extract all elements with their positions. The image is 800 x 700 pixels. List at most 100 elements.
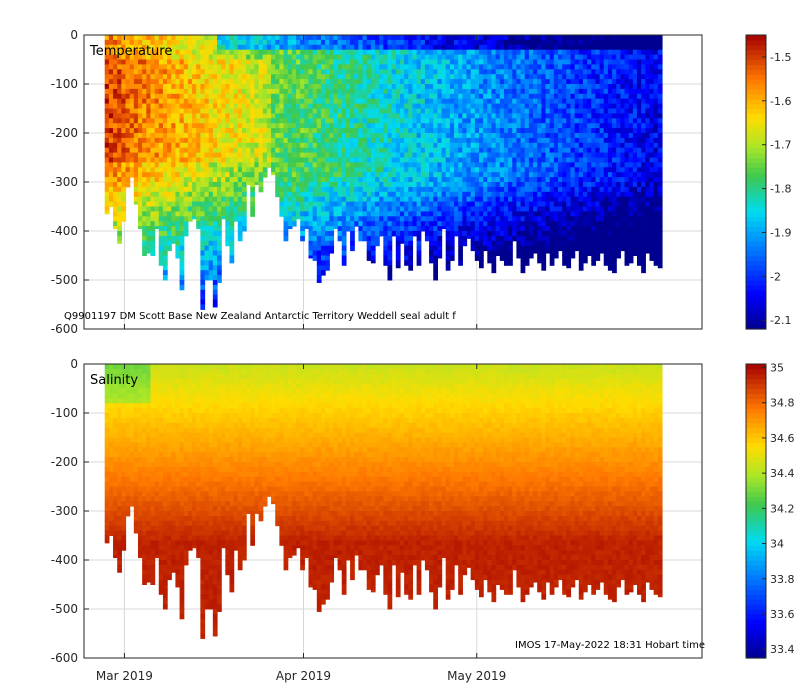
profile-cell xyxy=(570,103,576,109)
profile-cell xyxy=(175,172,181,178)
profile-cell xyxy=(503,113,509,119)
profile-cell xyxy=(271,108,276,114)
profile-cell xyxy=(300,221,305,227)
profile-cell xyxy=(204,49,210,56)
profile-cell xyxy=(150,88,156,95)
profile-cell xyxy=(117,221,122,227)
profile-cell xyxy=(329,88,335,95)
profile-column xyxy=(196,35,201,230)
profile-cell xyxy=(183,108,189,114)
profile-cell xyxy=(113,64,118,70)
profile-cell xyxy=(121,191,127,198)
profile-cell xyxy=(524,123,530,129)
profile-cell xyxy=(533,211,538,217)
profile-cell xyxy=(516,133,522,139)
profile-cell xyxy=(125,152,131,158)
profile-cell xyxy=(478,142,484,149)
profile-cell xyxy=(562,133,567,139)
profile-cell xyxy=(433,186,439,193)
profile-cell xyxy=(316,44,322,51)
profile-cell xyxy=(370,98,376,105)
profile-cell xyxy=(271,39,276,46)
profile-cell xyxy=(162,206,168,212)
profile-cell xyxy=(320,98,326,105)
profile-cell xyxy=(566,79,572,85)
profile-cell xyxy=(566,167,572,173)
profile-cell xyxy=(478,240,484,247)
profile-cell xyxy=(296,186,301,193)
profile-cell xyxy=(478,177,484,183)
profile-cell xyxy=(266,74,272,80)
profile-cell xyxy=(142,108,147,114)
profile-cell xyxy=(566,206,572,212)
profile-cell xyxy=(387,108,393,114)
profile-cell xyxy=(541,35,547,41)
profile-cell xyxy=(183,74,189,80)
profile-cell xyxy=(541,64,547,70)
profile-cell xyxy=(553,142,559,149)
profile-cell xyxy=(370,137,376,144)
profile-cell xyxy=(449,103,455,109)
profile-cell xyxy=(187,118,193,124)
profile-cell xyxy=(241,133,247,139)
profile-cell xyxy=(429,255,434,261)
profile-cell xyxy=(512,201,518,207)
profile-cell xyxy=(541,59,547,65)
profile-cell xyxy=(266,147,272,154)
profile-cell xyxy=(520,186,526,193)
profile-cell xyxy=(437,216,443,222)
profile-cell xyxy=(158,118,164,124)
profile-cell xyxy=(308,255,314,259)
profile-cell xyxy=(246,142,251,149)
profile-cell xyxy=(137,54,143,60)
profile-cell xyxy=(474,147,480,154)
profile-cell xyxy=(308,137,314,144)
profile-cell xyxy=(558,108,563,114)
profile-cell xyxy=(291,49,297,56)
profile-cell xyxy=(221,147,226,154)
profile-cell xyxy=(304,118,310,124)
profile-cell xyxy=(358,98,364,105)
profile-cell xyxy=(250,206,256,212)
profile-cell xyxy=(312,152,318,158)
profile-cell xyxy=(200,59,206,65)
profile-cell xyxy=(474,108,480,114)
profile-cell xyxy=(562,201,567,207)
profile-cell xyxy=(516,245,522,252)
profile-cell xyxy=(108,157,114,163)
profile-cell xyxy=(320,84,326,90)
profile-cell xyxy=(300,157,305,163)
profile-cell xyxy=(491,128,497,134)
profile-cell xyxy=(466,84,472,90)
profile-cell xyxy=(558,157,563,163)
profile-cell xyxy=(445,108,451,114)
profile-cell xyxy=(187,182,193,188)
profile-cell xyxy=(113,128,118,134)
profile-cell xyxy=(358,182,364,188)
profile-cell xyxy=(553,54,559,60)
profile-column xyxy=(512,35,518,242)
profile-cell xyxy=(329,186,335,193)
profile-cell xyxy=(516,172,522,178)
profile-cell xyxy=(516,157,522,163)
profile-cell xyxy=(300,186,305,193)
profile-cell xyxy=(208,98,214,105)
profile-cell xyxy=(458,98,463,105)
profile-cell xyxy=(217,275,222,281)
profile-cell xyxy=(499,69,505,75)
profile-cell xyxy=(462,147,468,154)
profile-cell xyxy=(142,226,147,232)
profile-cell xyxy=(358,64,364,70)
profile-cell xyxy=(212,147,218,154)
profile-cell xyxy=(474,123,480,129)
profile-cell xyxy=(370,182,376,188)
profile-cell xyxy=(312,196,318,203)
profile-cell xyxy=(229,123,235,129)
profile-cell xyxy=(104,49,110,56)
profile-cell xyxy=(217,113,222,119)
profile-cell xyxy=(387,69,393,75)
profile-cell xyxy=(445,235,451,242)
profile-cell xyxy=(387,118,393,124)
profile-cell xyxy=(516,49,522,56)
profile-cell xyxy=(383,59,389,65)
